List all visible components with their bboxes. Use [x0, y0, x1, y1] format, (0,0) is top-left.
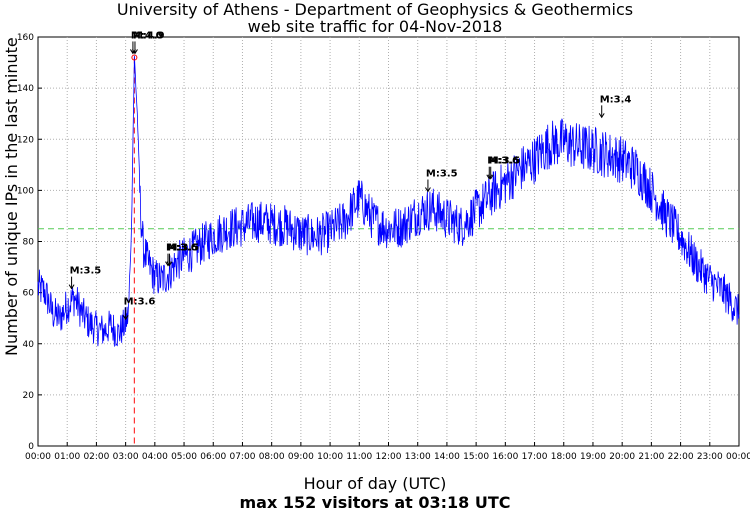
- x-tick-label: 07:00: [229, 452, 255, 462]
- annotation-label: M:3.5: [426, 168, 458, 179]
- annotation-label: M:4.0: [131, 30, 163, 41]
- x-tick-label: 00:00: [726, 452, 750, 462]
- x-tick-label: 01:00: [54, 452, 80, 462]
- x-tick-label: 18:00: [551, 452, 577, 462]
- axis-ticks: 00:00 01:00 02:00 03:00 04:00 05:00 06:00 07:00…: [17, 33, 750, 462]
- y-tick-label: 100: [17, 186, 34, 196]
- annotation-arrowhead: [598, 113, 605, 119]
- annotation-label: M:4.9: [133, 30, 165, 41]
- quake-annotation: M:3.6: [122, 296, 156, 321]
- quake-annotation: M:4.9: [132, 30, 165, 55]
- y-tick-label: 120: [17, 135, 34, 145]
- x-tick-label: 15:00: [463, 452, 489, 462]
- annotation-label: M:3.4: [600, 94, 632, 105]
- annotation-label: M:3.6: [487, 156, 519, 167]
- annotation-label: M:3.5: [489, 156, 521, 167]
- y-tick-label: 40: [23, 340, 35, 350]
- x-tick-label: 19:00: [580, 452, 606, 462]
- quake-annotation: M:3.5: [166, 243, 199, 267]
- annotation-arrowhead: [425, 187, 431, 193]
- y-tick-label: 80: [23, 238, 35, 248]
- y-tick-label: 0: [28, 442, 34, 452]
- x-tick-label: 13:00: [405, 452, 431, 462]
- x-tick-label: 05:00: [171, 452, 197, 462]
- x-tick-label: 10:00: [317, 452, 343, 462]
- x-tick-label: 17:00: [522, 452, 548, 462]
- annotation-label: M:3.6: [166, 243, 198, 254]
- x-tick-label: 11:00: [346, 452, 372, 462]
- quake-annotation: M:3.5: [425, 168, 458, 193]
- x-axis-label: Hour of day (UTC): [303, 474, 447, 493]
- x-tick-label: 22:00: [668, 452, 694, 462]
- y-tick-label: 140: [17, 84, 34, 94]
- x-tick-label: 20:00: [609, 452, 635, 462]
- annotation-arrowhead: [487, 174, 494, 180]
- x-tick-label: 16:00: [492, 452, 518, 462]
- x-tick-label: 00:00: [25, 452, 51, 462]
- annotation-arrowhead: [132, 49, 138, 55]
- annotation-label: M:3.5: [167, 243, 199, 254]
- annotation-label: M:3.6: [124, 296, 156, 307]
- y-tick-label: 20: [23, 391, 35, 401]
- chart-title: University of Athens - Department of Geo…: [116, 0, 634, 19]
- x-tick-label: 23:00: [697, 452, 723, 462]
- x-tick-label: 06:00: [200, 452, 226, 462]
- x-tick-label: 09:00: [288, 452, 314, 462]
- quake-annotation: M:3.5: [68, 266, 102, 290]
- y-tick-label: 60: [23, 289, 35, 299]
- annotation-arrowhead: [68, 284, 75, 290]
- annotation-arrowhead: [122, 315, 129, 321]
- chart-subtitle: web site traffic for 04-Nov-2018: [247, 17, 503, 36]
- max-point-marker: [131, 54, 138, 61]
- annotation-label: M:3.5: [70, 266, 102, 277]
- earthquake-annotations: M:3.5M:3.6M:4.0M:4.9M:3.6M:3.5M:3.5M:3.6…: [68, 30, 632, 321]
- x-tick-label: 08:00: [259, 452, 285, 462]
- x-tick-label: 03:00: [113, 452, 139, 462]
- x-tick-label: 02:00: [83, 452, 109, 462]
- grid-lines: [38, 37, 739, 446]
- traffic-series-line: [37, 55, 740, 347]
- quake-annotation: M:3.4: [598, 94, 632, 119]
- x-tick-label: 14:00: [434, 452, 460, 462]
- annotation-arrowhead: [166, 261, 173, 267]
- quake-annotation: M:3.5: [487, 156, 521, 180]
- y-axis-label: Number of unique IPs in the last minute: [2, 37, 21, 356]
- x-tick-label: 21:00: [638, 452, 664, 462]
- x-tick-label: 04:00: [142, 452, 168, 462]
- y-tick-label: 160: [17, 33, 34, 43]
- x-tick-label: 12:00: [376, 452, 402, 462]
- max-visitors-note: max 152 visitors at 03:18 UTC: [239, 493, 511, 512]
